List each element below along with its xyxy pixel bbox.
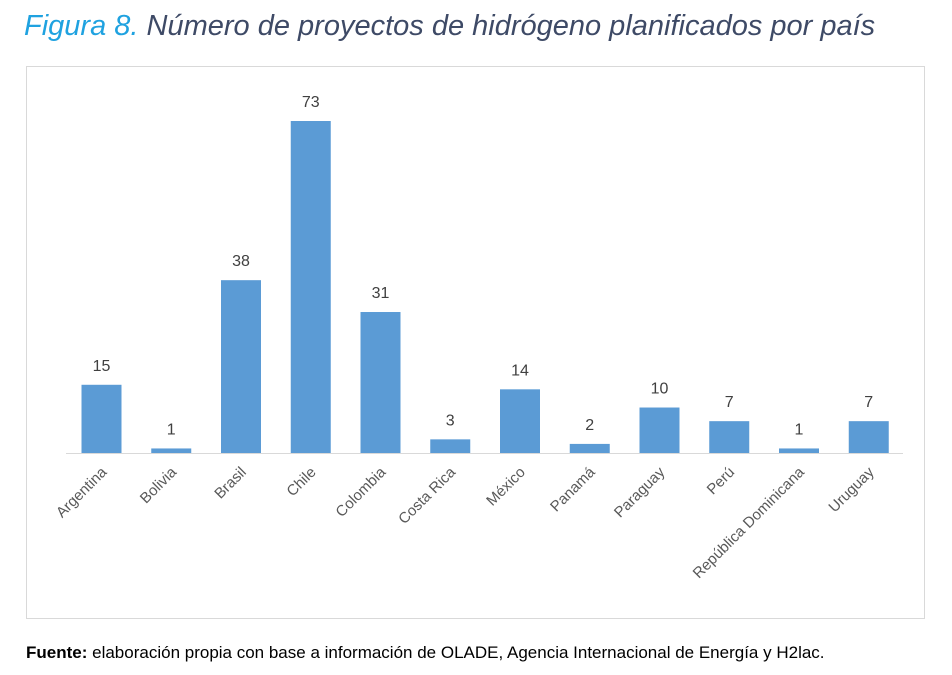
bar bbox=[430, 439, 471, 453]
bar bbox=[360, 312, 401, 453]
source-text: elaboración propia con base a informació… bbox=[92, 643, 825, 662]
bar bbox=[569, 443, 610, 453]
source-note: Fuente: elaboración propia con base a in… bbox=[26, 643, 825, 663]
data-label: 7 bbox=[725, 394, 734, 411]
bar bbox=[81, 384, 122, 453]
source-label: Fuente: bbox=[26, 643, 88, 662]
data-label: 3 bbox=[446, 412, 455, 429]
x-tick-label: Argentina bbox=[53, 463, 111, 521]
x-tick-label: Chile bbox=[283, 464, 319, 500]
data-label: 38 bbox=[232, 253, 250, 270]
x-tick-label: Brasil bbox=[211, 464, 250, 503]
bar bbox=[500, 389, 540, 453]
data-label: 1 bbox=[795, 421, 804, 438]
chart-frame bbox=[26, 66, 925, 619]
data-label: 10 bbox=[651, 381, 669, 398]
bar bbox=[779, 448, 819, 453]
x-tick-label: México bbox=[483, 464, 529, 510]
data-label: 14 bbox=[511, 362, 529, 379]
data-label: 73 bbox=[302, 94, 320, 111]
data-label: 31 bbox=[372, 285, 390, 302]
data-label: 1 bbox=[167, 421, 176, 438]
data-label: 2 bbox=[585, 417, 594, 434]
x-tick-label: Uruguay bbox=[825, 463, 877, 515]
bar bbox=[848, 421, 889, 453]
bar bbox=[290, 121, 331, 453]
x-tick-label: Costa Rica bbox=[395, 463, 459, 527]
bar bbox=[151, 448, 192, 453]
bar bbox=[709, 421, 750, 453]
data-label: 7 bbox=[864, 394, 873, 411]
x-tick-label: Colombia bbox=[332, 463, 389, 520]
data-label: 15 bbox=[93, 358, 111, 375]
figure-label: Figura 8. bbox=[24, 10, 139, 42]
x-tick-label: Perú bbox=[704, 464, 738, 498]
x-tick-label: Paraguay bbox=[611, 463, 669, 521]
x-tick-label: Bolivia bbox=[137, 463, 181, 507]
figure-title: Figura 8. Número de proyectos de hidróge… bbox=[24, 10, 875, 43]
bar bbox=[639, 407, 680, 453]
bar bbox=[221, 280, 261, 453]
x-tick-label: Panamá bbox=[547, 463, 599, 515]
figure-title-text: Número de proyectos de hidrógeno planifi… bbox=[146, 10, 876, 42]
